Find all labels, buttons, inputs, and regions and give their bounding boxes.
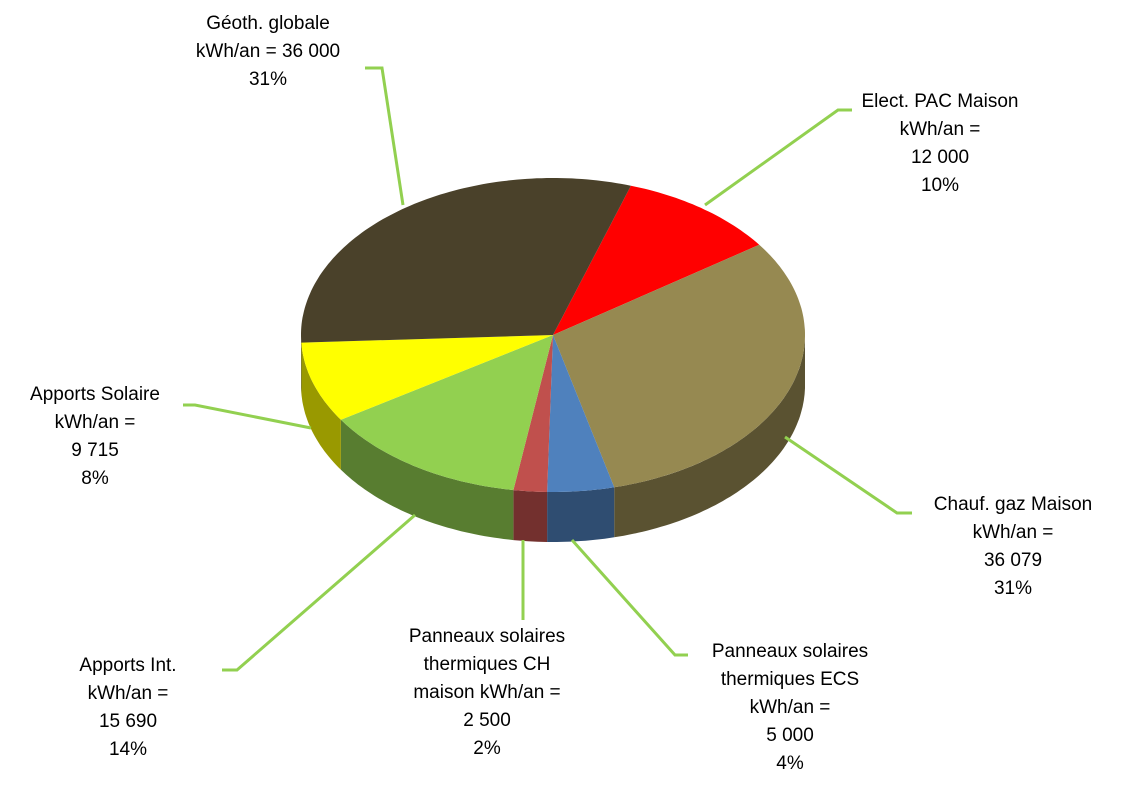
leader-line (784, 435, 912, 515)
category-name: Apports Solaire (30, 384, 160, 405)
category-name: Elect. PAC Maison (861, 91, 1019, 112)
leader-line (704, 108, 852, 207)
slice (553, 244, 805, 488)
category-name: Géoth. globale (206, 13, 330, 34)
slice (340, 335, 553, 491)
leader-line (183, 403, 312, 430)
slice-label: Apports Int. kWh/an = 15 690 14% (28, 652, 228, 764)
unit-label: kWh/an = (54, 412, 136, 433)
slice-side (340, 419, 514, 541)
value-label: 15 690 (98, 711, 158, 732)
slice-label: Elect. PAC Maison kWh/an = 12 000 10% (840, 88, 1040, 200)
percentage-label: 2% (473, 738, 501, 759)
value-label: 9 715 (71, 440, 119, 461)
slice (513, 335, 553, 492)
leader-line (365, 66, 405, 206)
slice-side (614, 335, 805, 538)
slice (301, 178, 631, 343)
percentage-label: 10% (920, 175, 960, 196)
value-label: 36 079 (983, 550, 1043, 571)
category-name: Panneaux solaires thermiques CH maison (408, 626, 566, 703)
percentage-label: 8% (81, 468, 109, 489)
percentage-label: 31% (993, 578, 1033, 599)
slice (553, 185, 760, 335)
value-label: 36 000 (281, 41, 341, 62)
slice-label: Géoth. globale kWh/an = 36 000 31% (158, 10, 378, 94)
leader-line (222, 513, 416, 672)
leader-line (570, 538, 688, 657)
unit-label: kWh/an = (749, 697, 831, 718)
slice (301, 335, 553, 420)
slice-side (547, 487, 615, 542)
category-name: Apports Int. (79, 655, 177, 676)
unit-label: kWh/an = (87, 683, 169, 704)
percentage-label: 14% (108, 739, 148, 760)
category-name: Panneaux solaires thermiques ECS (711, 641, 869, 690)
slice-label: Apports Solaire kWh/an = 9 715 8% (0, 381, 195, 493)
slice-label: Panneaux solaires thermiques CH maison k… (397, 623, 577, 763)
value-label: 2 500 (463, 710, 511, 731)
category-name: Chauf. gaz Maison (933, 494, 1093, 515)
slice-side (513, 490, 548, 542)
unit-label: kWh/an = (479, 682, 561, 703)
percentage-label: 31% (248, 69, 288, 90)
value-label: 12 000 (910, 147, 970, 168)
percentage-label: 4% (776, 753, 804, 774)
slice (547, 335, 615, 492)
value-label: 5 000 (766, 725, 814, 746)
unit-label: kWh/an = (195, 41, 277, 62)
slice-label: Panneaux solaires thermiques ECS kWh/an =… (680, 638, 900, 778)
slice-label: Chauf. gaz Maison kWh/an = 36 079 31% (913, 491, 1113, 603)
unit-label: kWh/an = (899, 119, 981, 140)
unit-label: kWh/an = (972, 522, 1054, 543)
slice-side (301, 342, 341, 470)
